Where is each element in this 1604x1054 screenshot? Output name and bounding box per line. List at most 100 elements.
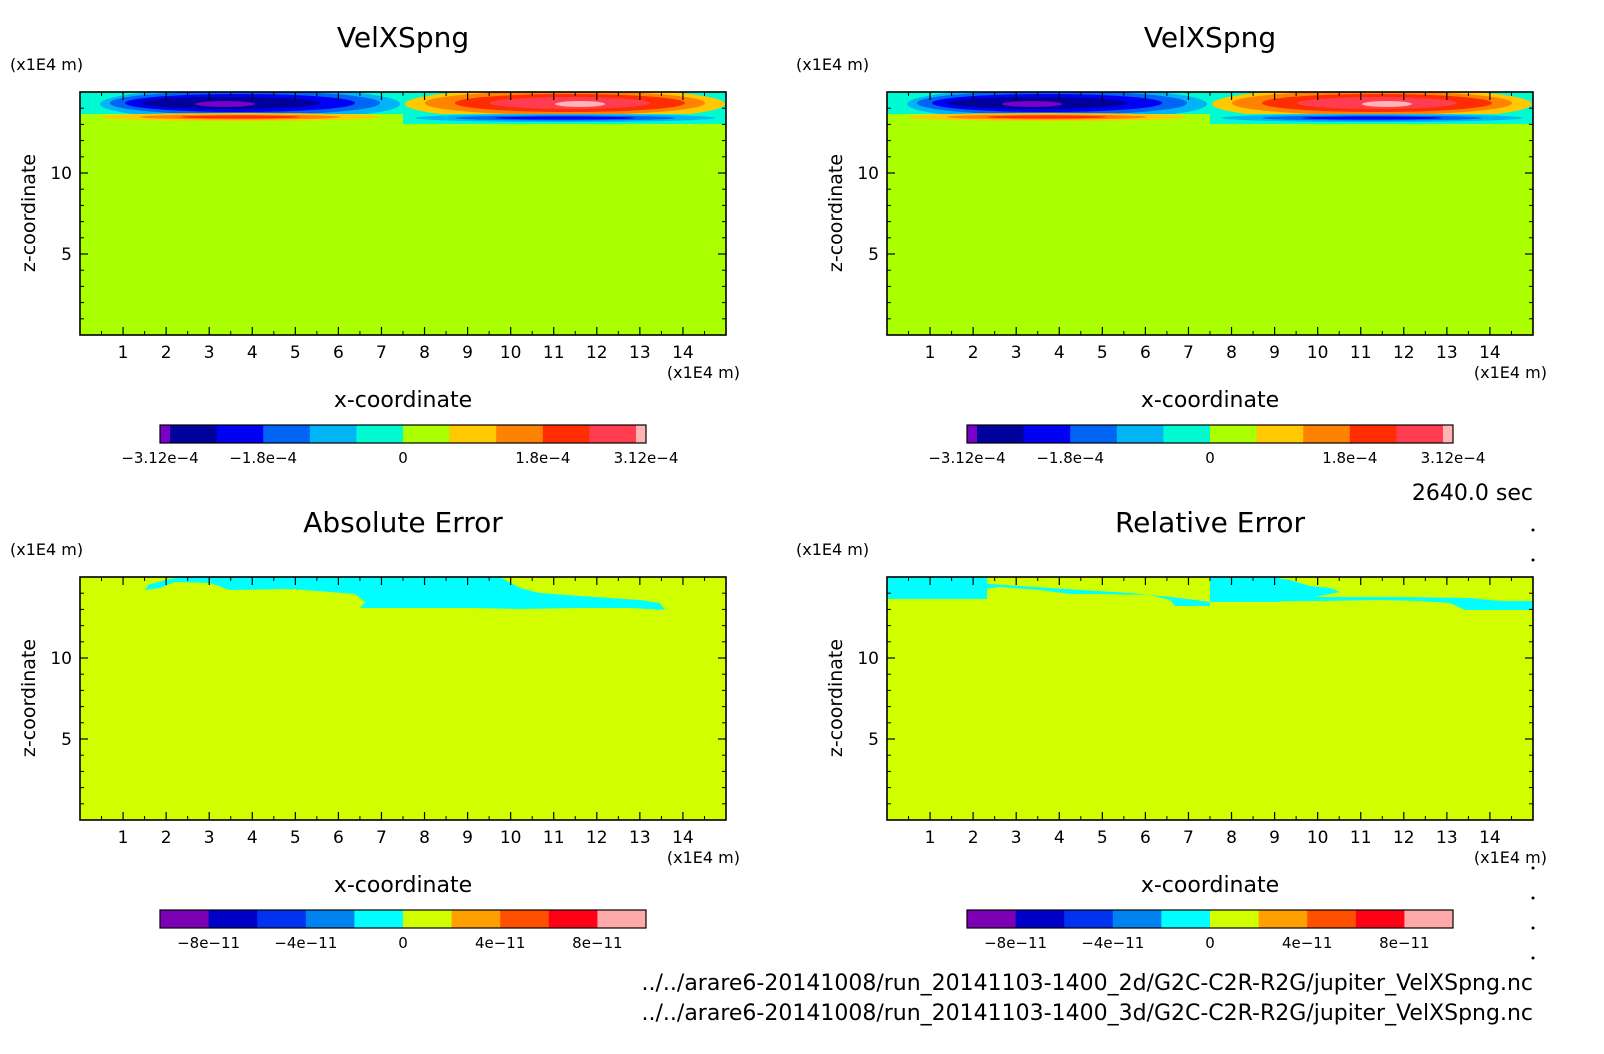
colorbar-tick-label: −3.12e−4 <box>928 449 1005 467</box>
file-path-2d: ../../arare6-20141008/run_20141103-1400_… <box>642 971 1533 996</box>
colorbar-swatch <box>1303 425 1351 443</box>
x-tick-label: 4 <box>247 828 258 848</box>
heatmap-field <box>887 92 1533 335</box>
x-tick-label: 2 <box>968 828 979 848</box>
colorbar-swatch <box>636 425 647 443</box>
x-tick-label: 9 <box>1269 343 1280 363</box>
x-tick-label: 13 <box>629 343 651 363</box>
y-axis-label: z-coordinate <box>18 639 40 757</box>
lower-negative-layer <box>495 116 635 120</box>
lower-positive-layer <box>180 115 300 119</box>
x-tick-label: 1 <box>925 343 936 363</box>
z-unit-label: (x1E4 m) <box>796 540 869 559</box>
x-tick-label: 9 <box>1269 828 1280 848</box>
x-tick-label: 2 <box>161 343 172 363</box>
colorbar-swatch <box>403 425 451 443</box>
z-unit-label: (x1E4 m) <box>10 540 83 559</box>
error-region-cyan <box>1210 597 1533 610</box>
colorbar: −3.12e−4 −1.8e−4 0 1.8e−4 3.12e−4 <box>121 424 678 467</box>
colorbar-swatch <box>451 910 501 928</box>
colorbar: −8e−11 −4e−11 0 4e−11 8e−11 <box>159 909 647 952</box>
x-tick-label: 7 <box>376 343 387 363</box>
colorbar-tick-label: 4e−11 <box>475 934 525 952</box>
x-tick-label: 6 <box>1140 828 1151 848</box>
colorbar-tick-label: −8e−11 <box>984 934 1047 952</box>
x-tick-label: 8 <box>419 828 430 848</box>
x-tick-label: 14 <box>1479 343 1501 363</box>
x-tick-label: 12 <box>586 828 608 848</box>
z-unit-label: (x1E4 m) <box>796 55 869 74</box>
lower-positive-layer <box>987 115 1107 119</box>
heatmap-field <box>887 577 1533 820</box>
x-tick-label: 1 <box>925 828 936 848</box>
colorbar: −3.12e−4 −1.8e−4 0 1.8e−4 3.12e−4 <box>928 424 1485 467</box>
colorbar-tick-label: −1.8e−4 <box>1036 449 1104 467</box>
colorbar-swatch <box>216 425 264 443</box>
colorbar-tick-label: −8e−11 <box>177 934 240 952</box>
z-tick-label: 10 <box>857 649 879 669</box>
colorbar-swatch <box>356 425 404 443</box>
x-tick-label: 11 <box>543 343 565 363</box>
x-axis-label: x-coordinate <box>1141 388 1279 413</box>
positive-core-contour <box>555 101 605 107</box>
panel-velxspng-left: VelXSpng (x1E4 m) <box>10 21 740 467</box>
colorbar-swatch <box>1349 425 1397 443</box>
x-tick-label: 5 <box>290 828 301 848</box>
colorbar-swatch <box>542 425 590 443</box>
colorbar-swatch <box>1116 425 1164 443</box>
z-tick-label: 10 <box>50 649 72 669</box>
z-tick-label: 5 <box>868 730 879 750</box>
x-tick-label: 8 <box>1226 828 1237 848</box>
y-axis-label: z-coordinate <box>825 639 847 757</box>
x-tick-label: 7 <box>376 828 387 848</box>
heatmap-field <box>80 92 726 335</box>
x-tick-label: 14 <box>672 828 694 848</box>
colorbar-frame <box>159 424 647 444</box>
colorbar-swatch <box>1070 425 1118 443</box>
time-label: 2640.0 sec <box>1412 481 1533 506</box>
colorbar-swatch <box>967 425 978 443</box>
heatmap-field <box>80 577 726 820</box>
x-tick-label: 6 <box>333 828 344 848</box>
colorbar-swatch <box>170 425 218 443</box>
x-axis-label: x-coordinate <box>334 388 472 413</box>
x-tick-label: 9 <box>462 828 473 848</box>
colorbar-swatch <box>1256 425 1304 443</box>
colorbar-swatch <box>1064 910 1114 928</box>
x-tick-label: 1 <box>118 828 129 848</box>
colorbar-swatch <box>500 910 550 928</box>
x-tick-label: 10 <box>1307 343 1329 363</box>
colorbar-tick-label: −3.12e−4 <box>121 449 198 467</box>
colorbar-swatch <box>1258 910 1308 928</box>
colorbar-swatch <box>1015 910 1065 928</box>
x-tick-label: 7 <box>1183 343 1194 363</box>
colorbar-swatch <box>589 425 637 443</box>
x-tick-label: 8 <box>419 343 430 363</box>
colorbar-tick-label: 0 <box>398 934 408 952</box>
x-tick-label: 2 <box>161 828 172 848</box>
dot-marker <box>1531 558 1535 562</box>
colorbar-swatch <box>305 910 355 928</box>
colorbar-tick-label: 8e−11 <box>572 934 622 952</box>
colorbar-swatch <box>1210 425 1258 443</box>
z-tick-label: 5 <box>61 245 72 265</box>
colorbar-swatch <box>597 910 647 928</box>
colorbar-swatch <box>1163 425 1211 443</box>
x-tick-label: 13 <box>1436 828 1458 848</box>
colorbar-tick-label: 0 <box>1205 449 1215 467</box>
x-tick-label: 3 <box>1011 828 1022 848</box>
colorbar-swatch <box>1210 910 1260 928</box>
colorbar-swatch <box>403 910 453 928</box>
panel-title: VelXSpng <box>337 21 469 54</box>
x-tick-label: 4 <box>247 343 258 363</box>
x-tick-label: 5 <box>290 343 301 363</box>
colorbar-tick-label: −4e−11 <box>274 934 337 952</box>
x-tick-label: 8 <box>1226 343 1237 363</box>
colorbar-tick-label: 4e−11 <box>1282 934 1332 952</box>
x-tick-label: 12 <box>586 343 608 363</box>
colorbar-swatch <box>977 425 1025 443</box>
colorbar-tick-label: −1.8e−4 <box>229 449 297 467</box>
